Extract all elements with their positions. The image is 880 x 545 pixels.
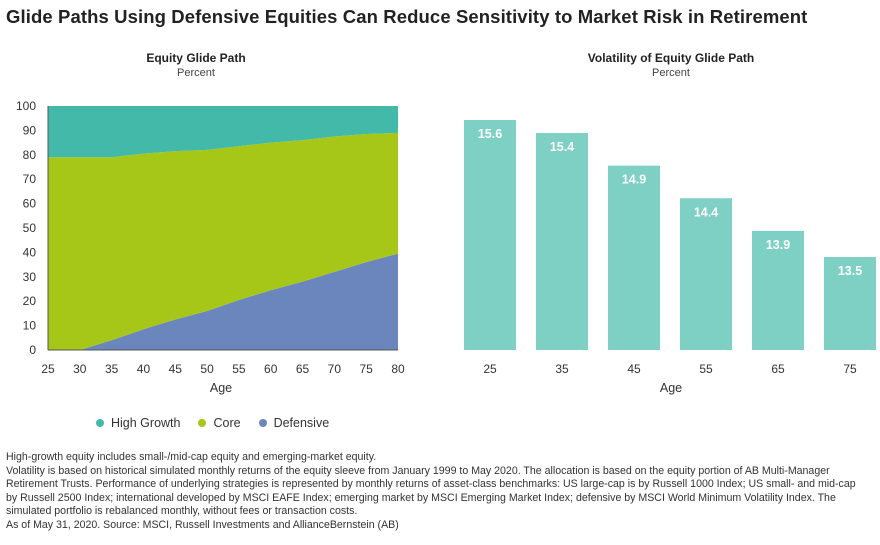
volatility-bar [464,120,516,350]
x-tick-label: 35 [105,362,119,376]
x-tick-label: 30 [73,362,87,376]
x-tick-label: 40 [137,362,151,376]
y-tick-label: 40 [23,245,37,259]
bar-chart-title: Volatility of Equity Glide Path [587,51,755,65]
area-chart-title: Equity Glide Path [146,51,246,65]
footnote-high-growth: High-growth equity includes small-/mid-c… [6,451,377,463]
x-tick-label: 45 [169,362,183,376]
bar-value-label: 15.6 [478,127,502,141]
legend-item-core: Core [198,416,241,430]
area-high-growth [48,106,398,158]
legend-swatch-core [198,419,207,427]
footnote-source: As of May 31, 2020. Source: MSCI, Russel… [6,518,399,531]
volatility-bar [608,165,660,350]
legend-item-defensive: Defensive [258,416,330,430]
volatility-bar [752,230,804,350]
x-tick-label: 75 [843,362,857,376]
footnote-methodology: Volatility is based on historical simula… [6,464,856,518]
volatility-bar [680,198,732,350]
bar-chart-subtitle: Percent [652,67,690,79]
x-tick-label: 70 [328,362,342,376]
x-tick-label: 55 [699,362,713,376]
legend: High Growth Core Defensive [96,416,329,430]
legend-swatch-defensive [258,419,267,427]
area-core [48,132,398,350]
legend-label-core: Core [213,416,241,430]
x-tick-label: 65 [771,362,785,376]
x-tick-label: 25 [41,362,55,376]
y-tick-label: 20 [23,294,37,308]
x-tick-label: 25 [483,362,497,376]
x-tick-label: 60 [264,362,278,376]
legend-swatch-high-growth [96,419,104,427]
x-tick-label: 45 [627,362,641,376]
area-chart-subtitle: Percent [177,67,215,79]
x-tick-label: 35 [555,362,569,376]
y-tick-label: 30 [23,270,37,284]
bar-value-label: 15.4 [550,140,574,154]
y-tick-label: 70 [23,172,37,186]
page-title: Glide Paths Using Defensive Equities Can… [6,6,808,27]
x-tick-label: 65 [296,362,310,376]
bar-value-label: 13.5 [838,264,862,278]
x-tick-label: 50 [200,362,214,376]
x-tick-label: 55 [232,362,246,376]
y-tick-label: 10 [23,319,37,333]
legend-item-high-growth: High Growth [96,416,180,430]
y-tick-label: 100 [16,99,36,113]
legend-label-defensive: Defensive [273,416,330,430]
footnotes: High-growth equity includes small-/mid-c… [6,451,866,533]
y-tick-label: 60 [23,197,37,211]
area-defensive [48,253,398,350]
y-tick-label: 80 [23,148,37,162]
bar-value-label: 14.4 [694,205,718,219]
bar-value-label: 13.9 [766,238,790,252]
x-axis-title: Age [210,381,232,395]
volatility-bar-chart: 15.6 25 15.4 35 14.9 45 14.4 55 13.9 65 13.5 75 Age [464,120,876,395]
volatility-bar [824,257,876,350]
bar-value-label: 14.9 [622,173,646,187]
legend-label-high-growth: High Growth [111,416,181,430]
y-tick-label: 50 [23,221,37,235]
glide-path-area-chart: 0 10 20 30 40 50 60 70 80 90 100 25 30 35 40 45 50 55 60 65… [16,99,405,395]
volatility-bar [536,133,588,350]
x-tick-label: 75 [360,362,374,376]
x-tick-label: 80 [391,362,405,376]
x-axis-title: Age [660,381,682,395]
y-tick-label: 0 [29,343,36,357]
y-tick-label: 90 [23,123,37,137]
